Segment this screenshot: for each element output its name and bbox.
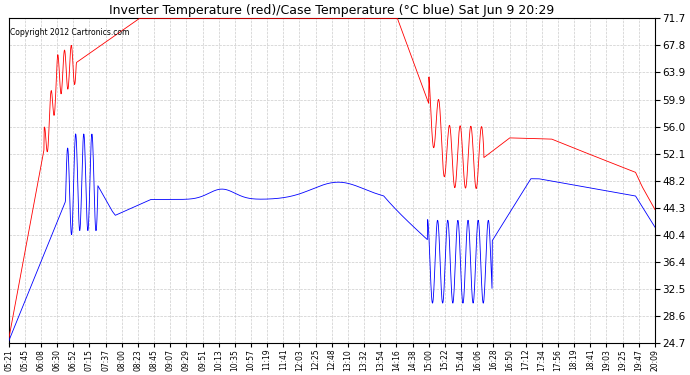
Text: Copyright 2012 Cartronics.com: Copyright 2012 Cartronics.com [10,28,129,37]
Title: Inverter Temperature (red)/Case Temperature (°C blue) Sat Jun 9 20:29: Inverter Temperature (red)/Case Temperat… [109,4,555,17]
